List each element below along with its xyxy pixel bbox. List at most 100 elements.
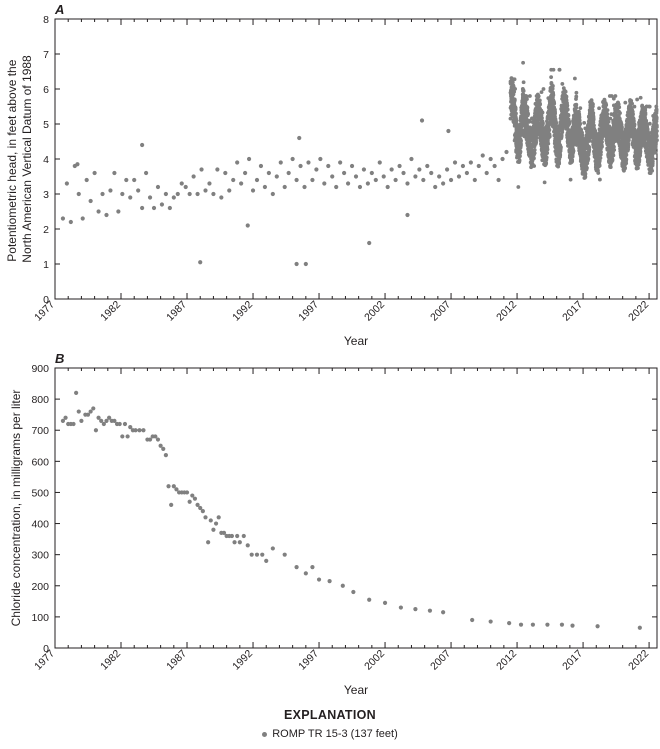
panel-a-data-point <box>191 174 196 179</box>
legend-entry-label: ROMP TR 15-3 (137 feet) <box>272 728 398 740</box>
panel-a-data-point <box>464 170 469 176</box>
panel-a-continuous-record-point <box>643 112 648 117</box>
legend-marker-icon <box>262 731 268 737</box>
panel-a-x-axis-title: Year <box>344 334 368 348</box>
panel-a-data-point <box>310 177 315 183</box>
panel-a-data-point <box>175 191 180 197</box>
panel-a-continuous-record-point <box>654 125 659 129</box>
panel-a-continuous-record-point <box>513 87 517 91</box>
panel-a-continuous-record-point <box>574 90 579 95</box>
panel-a-continuous-record-point <box>519 138 523 143</box>
panel-a-x-tick-label: 2022 <box>626 299 651 324</box>
panel-b-data-point <box>190 493 195 498</box>
panel-b-data-point <box>470 617 475 623</box>
panel-a-continuous-record-point <box>608 165 613 170</box>
panel-a-data-point <box>64 181 69 186</box>
panel-a-continuous-record-point <box>544 161 549 166</box>
panel-a-continuous-record-point <box>554 120 559 125</box>
panel-a-data-point <box>124 177 129 183</box>
panel-b-y-tick-label: 700 <box>31 425 49 437</box>
panel-a-data-point <box>147 195 153 200</box>
panel-a-continuous-record-point <box>574 105 579 110</box>
panel-a-x-tick-label: 1987 <box>164 299 189 324</box>
panel-b-data-point <box>187 499 192 504</box>
panel-a-continuous-record-point <box>567 121 572 126</box>
panel-a-continuous-record-point <box>636 166 640 171</box>
panel-a-continuous-record-point <box>608 116 613 121</box>
panel-a-continuous-record-point <box>568 177 573 182</box>
panel-a-continuous-record-point <box>512 77 517 82</box>
panel-b-y-tick-label: 900 <box>31 363 49 375</box>
panel-a-data-point <box>290 156 295 162</box>
panel-a-continuous-record-point <box>510 80 515 85</box>
panel-a-continuous-record-point <box>559 134 564 138</box>
panel-b-data-point <box>79 418 84 423</box>
panel-a-continuous-record-point <box>612 144 616 149</box>
panel-a-continuous-record-point <box>591 117 596 122</box>
panel-a-data-point <box>369 170 374 176</box>
panel-a-continuous-record-point <box>566 113 571 118</box>
panel-b-data-point <box>137 428 142 433</box>
panel-a-y-tick-label: 7 <box>43 49 49 61</box>
panel-b-y-axis: 0 100 200 300 400 500 600 700 800 900 <box>31 363 657 655</box>
panel-a-y-tick-label: 1 <box>43 259 49 271</box>
panel-b-label: B <box>55 351 64 366</box>
panel-a-continuous-record-point <box>647 104 652 109</box>
panel-a-data-point <box>500 156 505 162</box>
panel-a-continuous-record-point <box>560 82 565 86</box>
panel-a-continuous-record-point <box>610 158 615 163</box>
panel-a-x-tick-label: 2002 <box>362 299 387 324</box>
panel-a-data-point <box>245 223 250 228</box>
panel-a-continuous-record-point <box>537 98 542 103</box>
panel-a-x-tick-label: 1982 <box>98 299 123 324</box>
panel-a-data-point <box>171 195 176 200</box>
panel-a-data-point <box>116 209 121 214</box>
panel-a-continuous-record-point <box>565 107 570 112</box>
panel-b-data-point <box>96 415 101 420</box>
panel-a-x-tick-label: 2007 <box>428 299 453 324</box>
panel-b-data-point <box>530 622 536 627</box>
panel-b-y-tick-label: 100 <box>31 612 49 624</box>
panel-a-data-point <box>297 135 302 141</box>
panel-a-continuous-record-point <box>612 147 617 152</box>
panel-b-x-tick-label: 1987 <box>164 648 189 673</box>
panel-a-continuous-record-point <box>540 121 545 126</box>
panel-a-data-point <box>100 191 105 197</box>
panel-a-continuous-record-point <box>521 89 526 93</box>
panel-b-y-tick-label: 500 <box>31 487 49 499</box>
panel-a-data-point <box>322 181 327 186</box>
panel-a-continuous-record-point <box>604 103 609 107</box>
panel-a-continuous-record-point <box>526 112 530 117</box>
panel-a-continuous-record-point <box>563 89 568 94</box>
panel-b-data-point <box>158 443 163 448</box>
panel-a-data-point <box>456 174 462 179</box>
panel-b-x-tick-label: 2022 <box>626 648 651 673</box>
panel-b-data-point <box>441 610 446 615</box>
panel-b-data-point <box>122 421 128 427</box>
panel-b-data-point <box>200 509 205 514</box>
panel-a-data-point <box>223 170 228 176</box>
panel-a-continuous-record-point <box>650 159 655 164</box>
panel-a-data-point <box>143 170 149 176</box>
panel-a-continuous-record-point <box>557 139 562 144</box>
explanation-legend: EXPLANATION ROMP TR 15-3 (137 feet) <box>0 708 660 742</box>
panel-a-data-point <box>92 170 97 176</box>
panel-b-y-tick-label: 200 <box>31 581 49 593</box>
panel-a-data-point <box>421 177 426 183</box>
panel-a-data-point <box>448 177 454 183</box>
panel-a-y-axis-title-line-1: Potentiometric head, in feet above the <box>5 59 19 261</box>
panel-a-data-point <box>187 191 192 197</box>
panel-a-continuous-record-point <box>597 177 602 182</box>
panel-b-data-point <box>303 571 308 576</box>
panel-b-data-point <box>221 530 227 535</box>
panel-a-continuous-record-point <box>643 108 648 112</box>
panel-a-data-point <box>294 177 299 183</box>
panel-a-continuous-record-point <box>549 75 554 80</box>
panel-b-data-point <box>282 552 287 557</box>
panel-a-data-point <box>377 160 382 165</box>
panel-a-continuous-record-point <box>630 101 634 106</box>
panel-a-data-point <box>140 205 145 211</box>
panel-a-x-tick-label: 1997 <box>296 299 321 324</box>
panel-a-continuous-record-point <box>523 100 528 104</box>
panel-a-continuous-record-point <box>514 111 518 116</box>
